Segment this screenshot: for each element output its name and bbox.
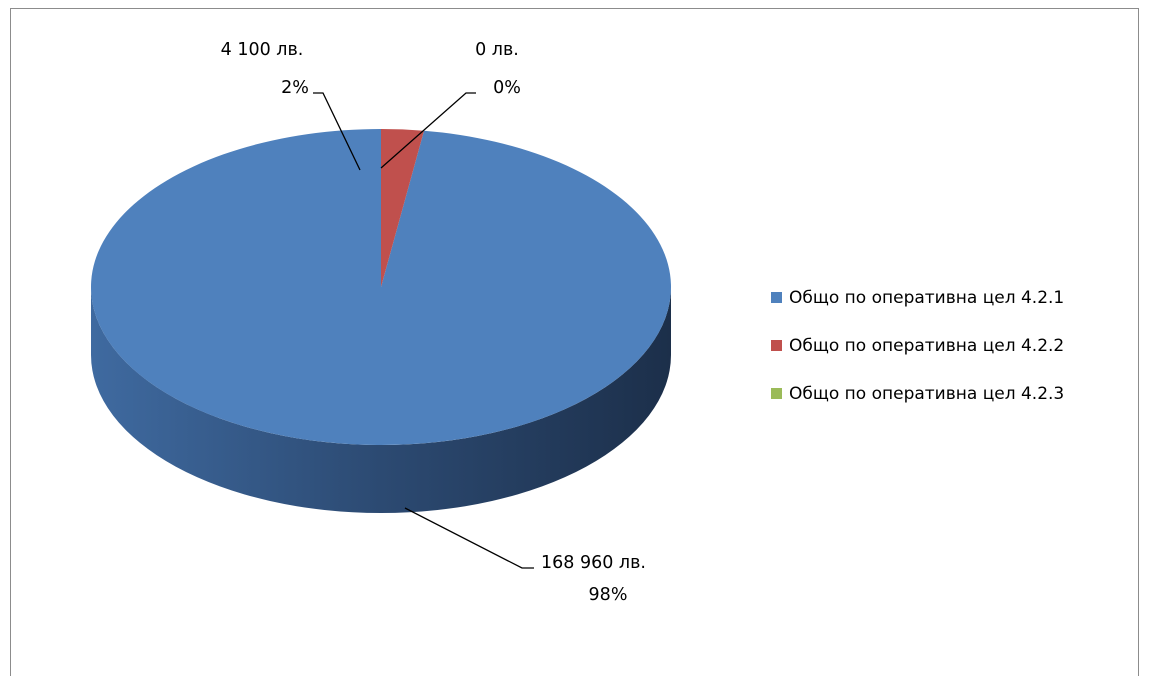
legend-label-3: Общо по оперативна цел 4.2.3 (789, 384, 1064, 404)
value-label-3: 0 лв. (475, 40, 519, 60)
percent-label-1: 98% (589, 585, 628, 605)
legend-item-2: Общо по оперативна цел 4.2.2 (771, 336, 1064, 356)
value-label-1: 168 960 лв. (541, 553, 646, 573)
legend-swatch-3 (771, 388, 782, 399)
leader-line-2 (313, 92, 361, 171)
percent-label-3: 0% (493, 78, 521, 98)
pie-side-wall (91, 287, 671, 513)
legend-item-1: Общо по оперативна цел 4.2.1 (771, 288, 1064, 308)
pie-slice-2 (381, 129, 425, 287)
legend-swatch-1 (771, 292, 782, 303)
percent-label-2: 2% (281, 78, 309, 98)
legend-item-3: Общо по оперативна цел 4.2.3 (771, 384, 1064, 404)
leader-line-3 (380, 92, 476, 169)
legend-label-1: Общо по оперативна цел 4.2.1 (789, 288, 1064, 308)
legend-label-2: Общо по оперативна цел 4.2.2 (789, 336, 1064, 356)
leader-line-1 (404, 507, 534, 569)
chart-frame (10, 8, 1139, 676)
legend-swatch-2 (771, 340, 782, 351)
value-label-2: 4 100 лв. (221, 40, 304, 60)
